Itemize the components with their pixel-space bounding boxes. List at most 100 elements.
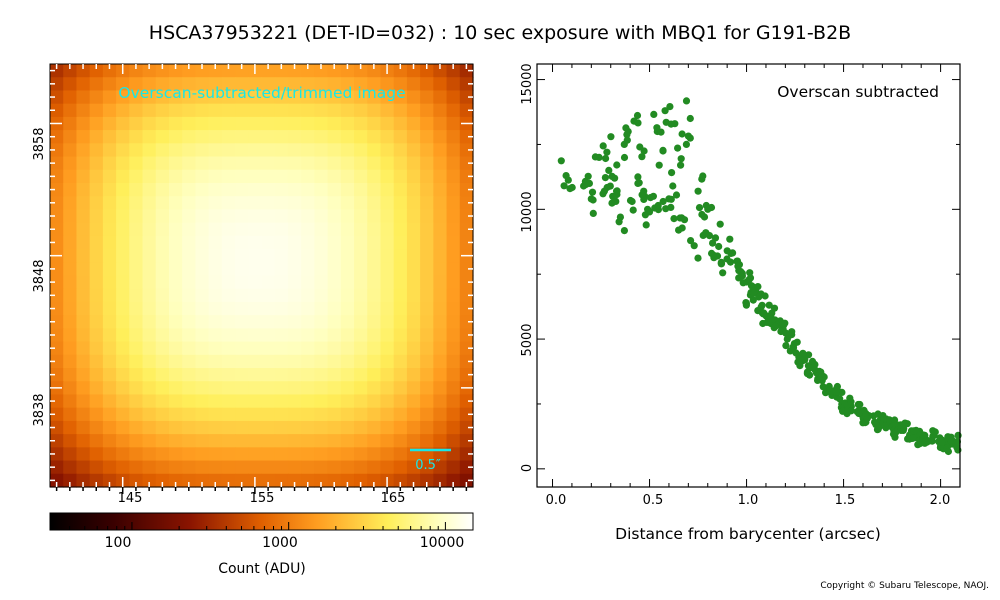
heatmap-pixel: [155, 381, 170, 396]
heatmap-pixel: [393, 143, 408, 158]
heatmap-pixel: [155, 394, 170, 409]
heatmap-pixel: [76, 460, 91, 475]
scatter-frame: [536, 63, 961, 488]
heatmap-pixel: [420, 341, 434, 356]
heatmap-pixel: [354, 434, 368, 448]
heatmap-pixel: [261, 116, 276, 131]
heatmap-pixel: [208, 64, 223, 78]
heatmap-pixel: [102, 328, 117, 343]
scatter-point: [715, 242, 723, 251]
heatmap-pixel: [367, 156, 382, 171]
heatmap-pixel: [367, 447, 382, 462]
scatter-y-tick-label: 5000: [520, 323, 535, 356]
heatmap-pixel: [380, 169, 395, 184]
heatmap-pixel: [287, 473, 302, 488]
heatmap-pixel: [261, 64, 276, 78]
heatmap-pixel: [235, 262, 249, 277]
heatmap-pixel: [50, 447, 64, 462]
heatmap-pixel: [142, 209, 157, 224]
heatmap-pixel: [446, 434, 461, 448]
heatmap-pixel: [89, 169, 104, 184]
scatter-point: [953, 438, 962, 446]
heatmap-pixel: [102, 90, 117, 105]
heatmap-pixel: [327, 407, 342, 422]
heatmap-pixel: [393, 262, 408, 277]
heatmap-pixel: [89, 288, 104, 303]
heatmap-pixel: [50, 315, 64, 329]
heatmap-pixel: [446, 90, 461, 105]
heatmap-pixel: [63, 460, 78, 475]
heatmap-pixel: [380, 156, 395, 171]
heatmap-pixel: [367, 460, 382, 475]
heatmap-pixel: [367, 103, 382, 118]
heatmap-pixel: [221, 460, 236, 475]
heatmap-pixel: [261, 77, 276, 92]
heatmap-pixel: [459, 407, 474, 422]
heatmap-pixel: [433, 235, 448, 250]
heatmap-pixel: [327, 275, 342, 290]
heatmap-pixel: [327, 354, 342, 369]
heatmap-pixel: [327, 103, 342, 118]
heatmap-pixel: [50, 394, 64, 409]
heatmap-pixel: [327, 64, 342, 78]
heatmap-pixel: [327, 341, 342, 356]
heatmap-pixel: [301, 460, 315, 475]
heatmap-pixel: [301, 381, 315, 396]
heatmap-pixel: [380, 328, 395, 343]
heatmap-pixel: [287, 354, 302, 369]
scatter-point: [719, 269, 727, 277]
heatmap-pixel: [367, 315, 382, 329]
scatter-point: [855, 409, 863, 417]
heatmap-pixel: [182, 328, 197, 343]
heatmap-pixel: [102, 460, 117, 475]
heatmap-pixel: [459, 434, 474, 448]
heatmap-pixel: [406, 209, 421, 224]
heatmap-pixel: [116, 90, 130, 105]
heatmap-pixel: [314, 288, 329, 303]
heatmap-pixel: [327, 460, 342, 475]
image-y-tick-labels: 3838 3848 3858: [32, 127, 47, 426]
heatmap-pixel: [327, 288, 342, 303]
heatmap-pixel: [248, 315, 263, 329]
heatmap-pixel: [354, 473, 368, 488]
heatmap-pixel: [168, 460, 183, 475]
scatter-point: [620, 153, 629, 162]
heatmap-pixel: [50, 328, 64, 343]
heatmap-pixel: [155, 130, 170, 144]
heatmap-pixel: [155, 460, 170, 475]
heatmap-pixel: [420, 473, 434, 488]
heatmap-pixel: [274, 354, 289, 369]
heatmap-pixel: [406, 460, 421, 475]
heatmap-pixel: [195, 156, 210, 171]
scatter-point: [928, 437, 936, 445]
scatter-point: [891, 433, 899, 441]
heatmap-pixel: [367, 301, 382, 316]
heatmap-pixel: [340, 434, 355, 448]
heatmap-pixel: [102, 354, 117, 369]
scatter-point: [765, 301, 773, 309]
heatmap-pixel: [393, 222, 408, 237]
heatmap-pixel: [248, 420, 263, 435]
heatmap-pixel: [63, 235, 78, 250]
heatmap-pixel: [274, 473, 289, 488]
heatmap-pixel: [142, 460, 157, 475]
heatmap-pixel: [168, 473, 183, 488]
heatmap-pixel: [129, 288, 144, 303]
heatmap-pixel: [50, 222, 64, 237]
heatmap-pixel: [380, 143, 395, 158]
heatmap-pixel: [314, 368, 329, 382]
heatmap-pixel: [168, 90, 183, 105]
image-x-tick-label: 145: [118, 491, 143, 506]
heatmap-pixel: [354, 222, 368, 237]
heatmap-pixel: [208, 130, 223, 144]
scatter-point: [667, 120, 675, 128]
heatmap-pixel: [261, 460, 276, 475]
heatmap-pixel: [420, 420, 434, 435]
heatmap-pixel: [287, 222, 302, 237]
heatmap-pixel: [129, 434, 144, 448]
heatmap-pixel: [274, 447, 289, 462]
heatmap-pixel: [261, 196, 276, 211]
heatmap-pixel: [208, 116, 223, 131]
heatmap-pixel: [168, 262, 183, 277]
heatmap-pixel: [274, 434, 289, 448]
